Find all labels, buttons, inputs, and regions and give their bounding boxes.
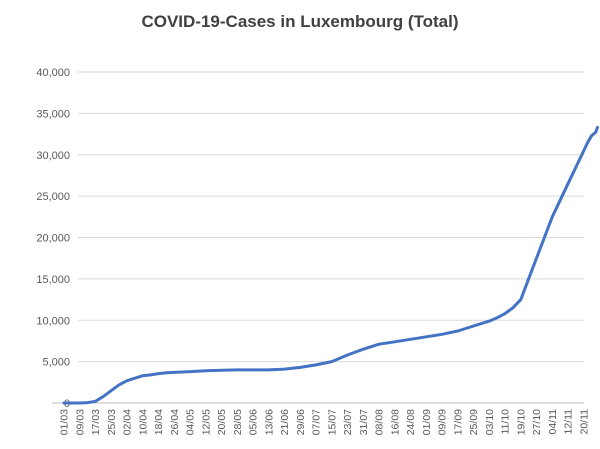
x-tick-label: 13/06 [263,409,275,435]
series-line-0 [62,125,599,405]
x-tick-label: 17/03 [90,409,102,435]
x-tick-label: 15/07 [326,409,338,435]
x-tick-label: 09/09 [437,409,449,435]
y-tick-label: 20,000 [36,233,70,245]
x-tick-label: 20/05 [216,409,228,435]
x-tick-label: 17/09 [452,409,464,435]
x-tick-label: 25/09 [468,409,480,435]
x-tick-label: 09/03 [74,409,86,435]
x-tick-label: 04/11 [547,409,559,435]
x-tick-label: 03/10 [484,409,496,435]
x-tick-label: 29/06 [295,409,307,435]
x-tick-label: 31/07 [358,409,370,435]
x-tick-label: 23/07 [342,409,354,435]
y-tick-label: 35,000 [36,108,70,120]
x-tick-label: 04/05 [185,409,197,435]
x-tick-label: 12/11 [563,409,575,435]
x-tick-label: 25/03 [106,409,118,435]
x-tick-label: 08/08 [374,409,386,435]
y-tick-label: 40,000 [36,67,70,79]
x-tick-label: 05/06 [248,409,260,435]
x-tick-label: 10/04 [137,409,149,435]
x-tick-label: 19/10 [515,409,527,435]
x-tick-label: 07/07 [311,409,323,435]
x-tick-label: 28/05 [232,409,244,435]
x-tick-label: 27/10 [531,409,543,435]
x-tick-label: 12/05 [200,409,212,435]
x-tick-label: 26/04 [169,409,181,435]
series-layer [62,125,599,405]
x-axis-ticks: 01/03 09/03 17/03 25/03 02/04 10/04 18/04 26/04… [59,409,591,435]
x-tick-label: 11/10 [500,409,512,435]
x-tick-label: 20/11 [578,409,590,435]
y-tick-label: 15,000 [36,274,70,286]
x-tick-label: 16/08 [389,409,401,435]
y-tick-label: 30,000 [36,150,70,162]
chart-title: COVID-19-Cases in Luxembourg (Total) [141,12,459,31]
x-tick-label: 24/08 [405,409,417,435]
y-tick-label: 10,000 [36,315,70,327]
x-tick-label: 18/04 [153,409,165,435]
gridlines [78,71,584,404]
y-tick-label: 5,000 [42,357,70,369]
x-tick-label: 01/03 [59,409,71,435]
x-tick-label: 21/06 [279,409,291,435]
y-axis-ticks: 05,00010,00015,00020,00025,00030,00035,0… [36,67,70,410]
x-tick-label: 02/04 [122,409,134,435]
x-tick-label: 01/09 [421,409,433,435]
y-tick-label: 25,000 [36,191,70,203]
